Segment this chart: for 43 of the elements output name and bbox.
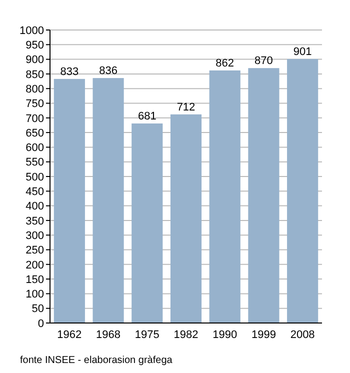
bar <box>248 68 280 323</box>
bar <box>132 123 163 323</box>
bar <box>287 59 318 323</box>
y-tick-label: 750 <box>26 98 44 110</box>
y-tick-label: 200 <box>26 259 44 272</box>
data-label: 681 <box>138 110 156 122</box>
x-tick-label: 1962 <box>57 329 82 341</box>
y-tick-label: 500 <box>26 171 44 184</box>
y-tick-label: 1000 <box>20 24 44 37</box>
y-tick-label: 900 <box>26 54 44 66</box>
source-note: fonte INSEE - elaborasion gràfega <box>20 355 173 366</box>
data-label: 862 <box>216 57 234 70</box>
x-tick-label: 1968 <box>96 329 121 341</box>
data-label: 833 <box>60 66 79 78</box>
y-tick-label: 950 <box>26 40 44 52</box>
y-tick-label: 450 <box>26 186 44 198</box>
y-tick-label: 250 <box>26 244 44 257</box>
bar <box>54 78 85 323</box>
y-tick-label: 600 <box>26 142 44 154</box>
y-tick-label: 400 <box>26 200 44 213</box>
data-label: 836 <box>99 65 118 78</box>
bar <box>170 114 202 323</box>
y-tick-label: 300 <box>26 230 44 242</box>
y-tick-label: 100 <box>26 288 44 301</box>
y-tick-label: 350 <box>26 215 44 228</box>
y-tick-label: 850 <box>26 68 44 81</box>
data-label: 712 <box>176 101 196 114</box>
y-tick-label: 800 <box>26 83 44 96</box>
y-tick-label: 150 <box>26 274 44 286</box>
bar <box>209 70 240 323</box>
y-tick-label: 550 <box>26 156 44 169</box>
x-tick-label: 1982 <box>174 329 198 341</box>
x-tick-label: 1975 <box>134 329 160 341</box>
x-tick-label: 2008 <box>290 329 315 341</box>
y-tick-label: 50 <box>32 303 44 316</box>
bar <box>92 78 124 323</box>
x-tick-label: 1990 <box>212 329 238 341</box>
data-label: 870 <box>254 55 273 68</box>
y-tick-label: 700 <box>26 112 44 125</box>
y-tick-label: 650 <box>26 127 44 140</box>
y-tick-label: 0 <box>38 318 44 330</box>
x-tick-label: 1999 <box>251 329 276 341</box>
data-label: 901 <box>293 46 312 58</box>
